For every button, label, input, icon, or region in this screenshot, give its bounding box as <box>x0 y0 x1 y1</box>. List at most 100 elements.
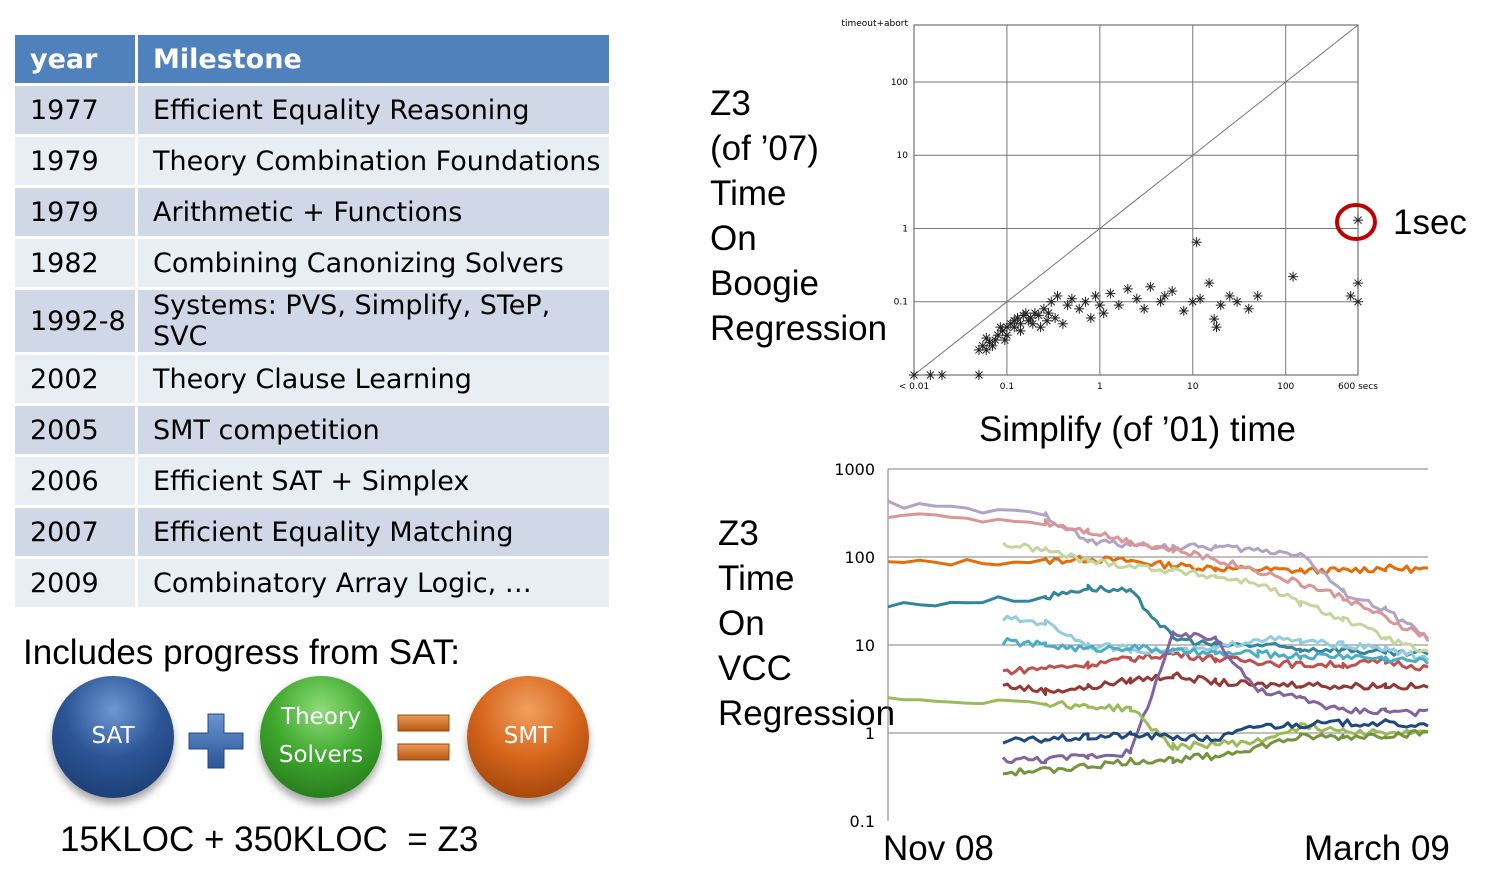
milestone-cell: Efficient Equality Matching <box>136 505 609 558</box>
scatter-point <box>995 322 1006 333</box>
line-x-end-label: March 09 <box>1304 829 1450 868</box>
scatter-point <box>1009 322 1020 333</box>
year-cell: 1982 <box>15 236 138 289</box>
scatter-point <box>1215 300 1226 311</box>
year-cell: 1979 <box>15 185 138 238</box>
scatter-point <box>1178 305 1189 316</box>
line-series-path <box>887 696 1429 751</box>
line-series-path <box>1002 671 1429 697</box>
line-y-label-line: Regression <box>718 694 896 733</box>
milestone-cell: Systems: PVS, Simplify, STeP, SVC <box>136 287 609 354</box>
scatter-point <box>1035 322 1046 333</box>
line-y-tick-label: 0.1 <box>850 812 875 831</box>
scatter-point <box>1224 290 1235 301</box>
scatter-y-tick-label: 10 <box>897 151 909 161</box>
one-second-callout-label: 1sec <box>1393 203 1467 242</box>
theory-ball-label-line1: Theory <box>281 704 361 731</box>
scatter-point <box>1345 290 1356 301</box>
vcc-line-chart: 1000 100 10 1 0.1 <box>834 460 1430 831</box>
line-series-path <box>1001 614 1430 662</box>
milestone-cell: Efficient SAT + Simplex <box>136 454 609 507</box>
scatter-point <box>1288 271 1299 282</box>
scatter-point <box>1191 237 1202 248</box>
scatter-point <box>981 332 992 343</box>
milestone-table: year Milestone 1977 Efficient Equality R… <box>15 35 609 607</box>
line-y-tick-label: 10 <box>855 636 875 655</box>
column-header-milestone: Milestone <box>136 35 609 85</box>
table-row: 2005 SMT competition <box>15 403 609 456</box>
scatter-y-label: Z3 (of ’07) Time On Boogie Regression <box>710 81 887 351</box>
scatter-point <box>1094 300 1105 311</box>
boogie-scatter-chart: < 0.01 0.1 1 10 100 600 secs 0.1 1 10 100 timeout… <box>841 19 1378 392</box>
table-row: 1979 Theory Combination Foundations <box>15 134 609 187</box>
table-row: 1979 Arithmetic + Functions <box>15 185 609 238</box>
scatter-point <box>1204 278 1215 289</box>
table-row: 2002 Theory Clause Learning <box>15 352 609 405</box>
scatter-point <box>909 370 919 380</box>
scatter-point <box>936 370 947 380</box>
milestone-cell: SMT competition <box>136 403 609 456</box>
table-row: 2009 Combinatory Array Logic, … <box>15 556 609 607</box>
scatter-y-label-line: Z3 <box>710 84 751 123</box>
scatter-point <box>1085 313 1096 324</box>
milestone-cell: Arithmetic + Functions <box>136 185 609 238</box>
scatter-point <box>1062 300 1073 311</box>
scatter-point <box>1353 296 1363 307</box>
line-series-path <box>1001 637 1430 665</box>
line-series-path <box>887 583 1429 657</box>
plus-icon <box>188 713 244 769</box>
table-row: 1977 Efficient Equality Reasoning <box>15 83 609 136</box>
milestone-cell: Efficient Equality Reasoning <box>136 83 609 136</box>
scatter-point <box>1139 303 1150 314</box>
sat-ball-label: SAT <box>91 723 135 750</box>
scatter-x-tick-label: 0.1 <box>1000 382 1014 392</box>
scatter-y-label-line: On <box>710 219 757 258</box>
line-x-start-label: Nov 08 <box>883 829 994 868</box>
scatter-point <box>1090 290 1101 301</box>
line-series-path <box>1002 729 1429 777</box>
line-y-label-line: Z3 <box>718 514 759 553</box>
scatter-point <box>1057 318 1068 329</box>
scatter-point <box>1052 290 1063 301</box>
line-series-path <box>1001 630 1429 765</box>
scatter-point <box>1243 303 1254 314</box>
scatter-point <box>992 330 1003 341</box>
scatter-point <box>1043 308 1054 319</box>
scatter-point <box>1145 281 1156 292</box>
line-series-path <box>1002 541 1429 654</box>
column-header-year: year <box>15 35 138 85</box>
scatter-point <box>1167 286 1178 297</box>
scatter-point <box>973 344 984 355</box>
line-series-path <box>887 512 1430 640</box>
scatter-point <box>1027 318 1038 329</box>
scatter-point <box>1046 296 1057 307</box>
year-cell: 2007 <box>15 505 138 558</box>
scatter-point <box>1050 313 1061 324</box>
scatter-point <box>1122 283 1133 294</box>
scatter-y-tick-label: 100 <box>891 78 908 88</box>
scatter-x-tick-label: 1 <box>1097 382 1103 392</box>
scatter-point <box>1187 296 1198 307</box>
scatter-point <box>1252 290 1263 301</box>
scatter-x-tick-label: 600 secs <box>1338 382 1378 392</box>
scatter-point <box>1098 308 1109 319</box>
year-cell: 2002 <box>15 352 138 405</box>
scatter-point <box>990 335 1001 346</box>
sat-progress-heading: Includes progress from SAT: <box>23 633 461 672</box>
scatter-x-tick-label: < 0.01 <box>899 382 929 392</box>
line-y-label-line: On <box>718 604 765 643</box>
year-cell: 2006 <box>15 454 138 507</box>
scatter-point <box>1029 308 1040 319</box>
scatter-point <box>1232 296 1243 307</box>
scatter-point <box>1033 310 1044 321</box>
scatter-point <box>1209 314 1220 325</box>
scatter-x-title: Simplify (of ’01) time <box>979 410 1297 449</box>
scatter-y-label-line: Time <box>710 174 787 213</box>
line-y-label-line: VCC <box>718 649 792 688</box>
scatter-point <box>1353 215 1363 226</box>
scatter-point <box>1074 303 1085 314</box>
table-header-row: year Milestone <box>15 35 609 85</box>
scatter-point <box>1131 293 1142 304</box>
scatter-point <box>1353 278 1363 289</box>
year-cell: 2005 <box>15 403 138 456</box>
